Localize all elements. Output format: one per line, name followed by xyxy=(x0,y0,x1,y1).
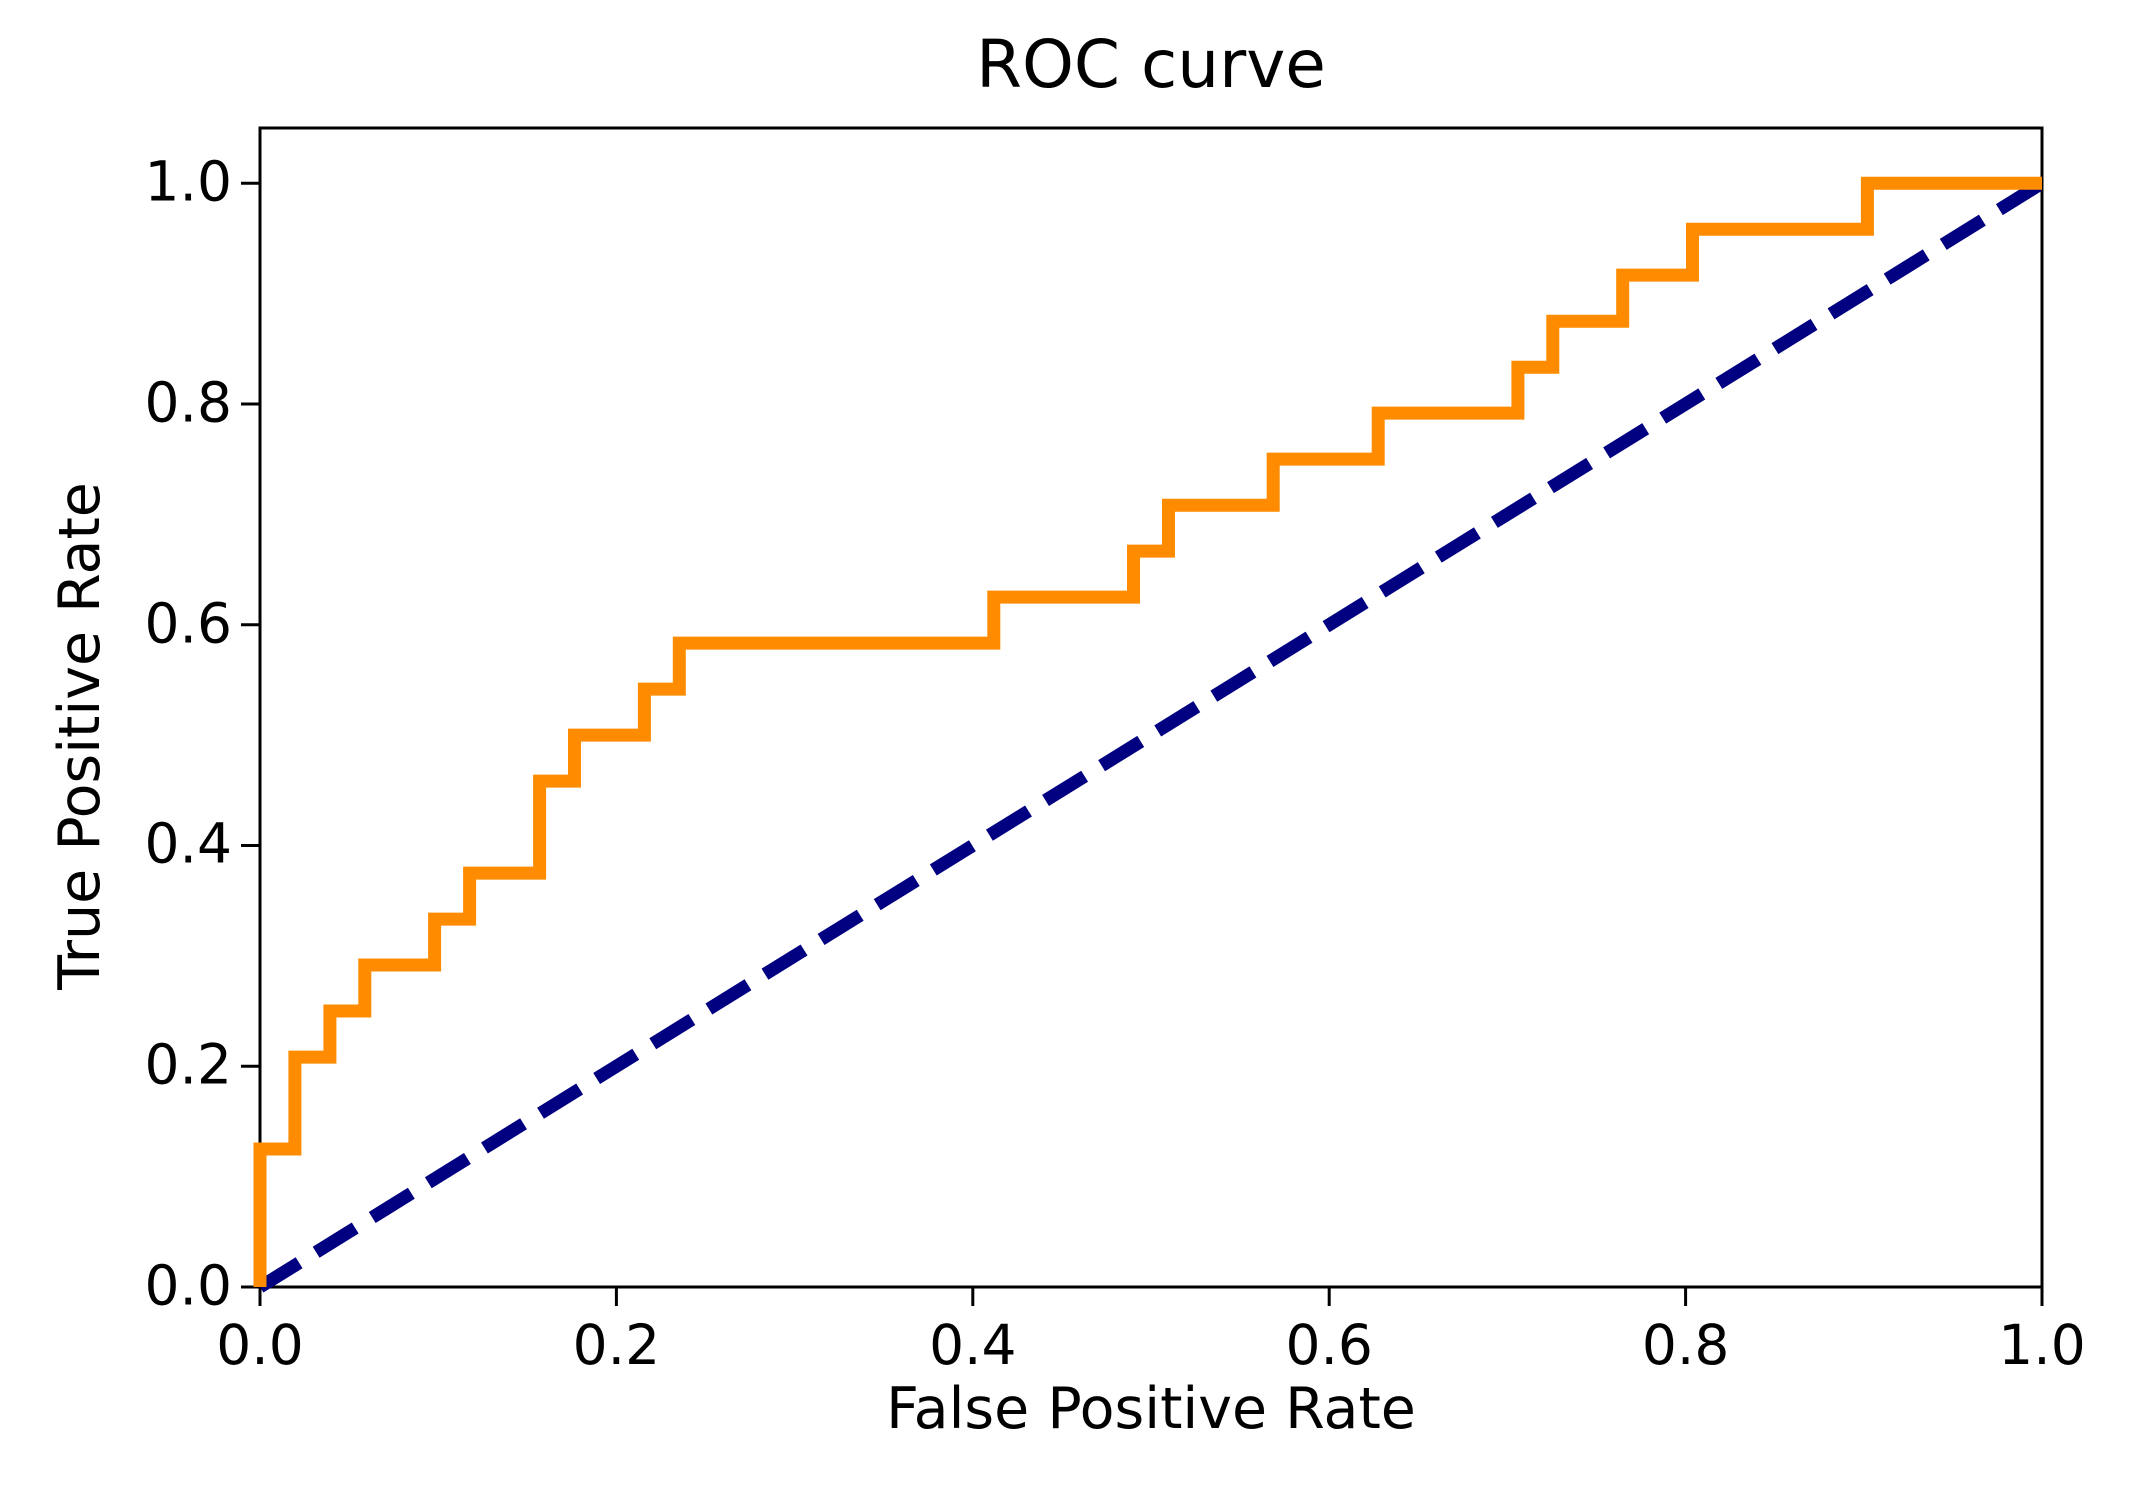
x-tick-label: 0.8 xyxy=(1641,1313,1730,1377)
x-tick-label: 1.0 xyxy=(1998,1313,2086,1377)
chance-diagonal-line xyxy=(256,177,2046,1293)
y-tick-label: 0.4 xyxy=(144,812,232,877)
x-tick-label: 0.4 xyxy=(929,1313,1017,1377)
x-axis-label: False Positive Rate xyxy=(886,1376,1416,1442)
y-tick-label: 1.0 xyxy=(144,149,232,214)
y-tick-label: 0.6 xyxy=(144,591,232,656)
x-tick-label: 0.6 xyxy=(1285,1313,1373,1377)
y-tick-label: 0.8 xyxy=(144,370,232,435)
chart-title: ROC curve xyxy=(976,26,1326,103)
x-tick-label: 0.2 xyxy=(572,1313,661,1377)
roc-curve-line xyxy=(253,176,2042,1287)
plot-border xyxy=(258,126,2044,1289)
x-tick-label: 0.0 xyxy=(216,1313,304,1377)
y-axis-label: True Positive Rate xyxy=(47,482,113,990)
y-tick-label: 0.2 xyxy=(144,1032,232,1097)
y-tick-label: 0.0 xyxy=(144,1253,232,1318)
